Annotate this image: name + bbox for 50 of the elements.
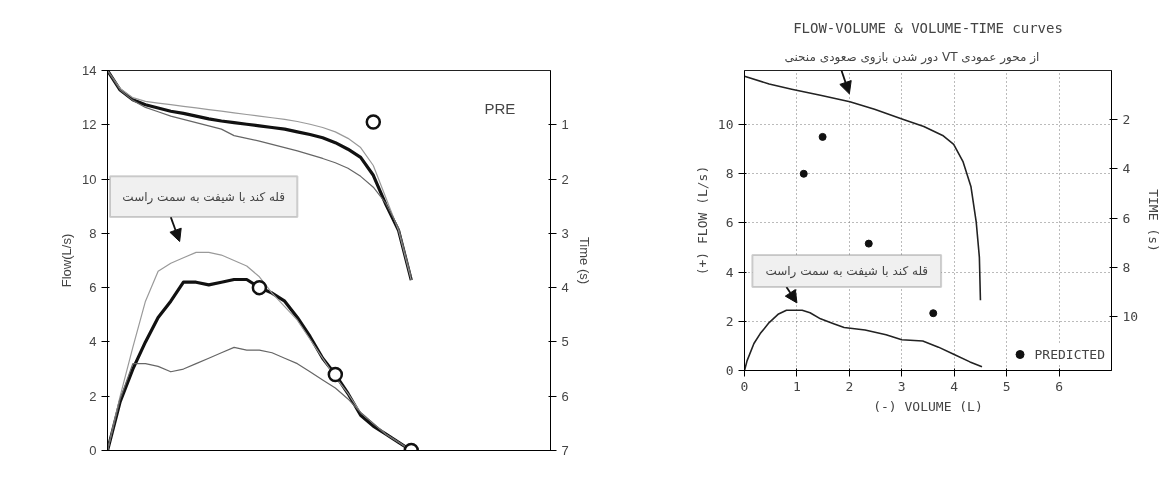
- annotation: قله کند با شیفت به سمت راست: [765, 263, 929, 279]
- y2-tick-label: 5: [561, 334, 569, 350]
- y2-tick-label: 3: [561, 225, 569, 241]
- y2-tick-label: 1: [561, 117, 569, 133]
- x-tick-label: 6: [1055, 378, 1063, 394]
- y2-axis-title: Time (s): [576, 236, 592, 285]
- x-tick-label: 0: [740, 378, 749, 394]
- chart-title: FLOW-VOLUME & VOLUME-TIME curves: [793, 19, 1063, 36]
- point: [864, 239, 873, 248]
- x-axis-title: (-) VOLUME (L): [873, 398, 983, 414]
- y-tick-label: 8: [89, 225, 97, 241]
- x-tick-label: 2: [845, 378, 854, 394]
- y-tick-label: 4: [725, 264, 734, 280]
- y-tick-label: 6: [89, 280, 97, 296]
- line-series: [744, 309, 983, 371]
- y2-tick-label: 7: [561, 443, 569, 458]
- y-tick-label: 4: [89, 334, 97, 350]
- y2-tick-label: 8: [1122, 259, 1131, 275]
- y-tick-label: 10: [717, 117, 734, 133]
- y-tick-label: 14: [82, 63, 97, 78]
- point: [818, 132, 827, 141]
- y2-tick-label: 2: [1122, 112, 1131, 128]
- point: [929, 309, 938, 318]
- x-tick-label: 3: [897, 378, 906, 394]
- y-axis-title: (+) FLOW (L/s): [694, 165, 710, 276]
- y-tick-label: 6: [725, 215, 734, 231]
- line-series: [744, 75, 982, 301]
- y-tick-label: 12: [82, 117, 97, 133]
- y-tick-label: 2: [89, 388, 97, 404]
- legend-label: PREDICTED: [1034, 346, 1105, 362]
- text: دور شدن بازوی صعودی منحنی VT از محور عمودی: [784, 49, 1040, 65]
- y-tick-label: 0: [725, 363, 734, 378]
- y2-tick-label: 4: [1122, 161, 1131, 177]
- y-tick-label: 8: [725, 166, 734, 182]
- y2-tick-label: 6: [561, 388, 569, 404]
- y2-tick-label: 6: [1122, 210, 1131, 226]
- x-tick-label: 4: [950, 378, 959, 394]
- y-tick-label: 0: [89, 443, 97, 458]
- y-axis-title: Flow(L/s): [59, 233, 75, 288]
- annotation: قله کند با شیفت به سمت راست: [122, 189, 286, 205]
- y2-tick-label: 2: [561, 171, 569, 187]
- point: [799, 169, 808, 178]
- y-tick-label: 10: [82, 171, 97, 187]
- x-tick-label: 5: [1002, 378, 1011, 394]
- y-tick-label: 2: [725, 313, 734, 329]
- x-tick-label: 1: [793, 378, 801, 394]
- annotation: PRE: [484, 100, 516, 117]
- y2-tick-label: 4: [561, 280, 569, 296]
- y2-tick-label: 10: [1122, 308, 1139, 324]
- y2-axis-title: TIME (s): [1146, 189, 1162, 252]
